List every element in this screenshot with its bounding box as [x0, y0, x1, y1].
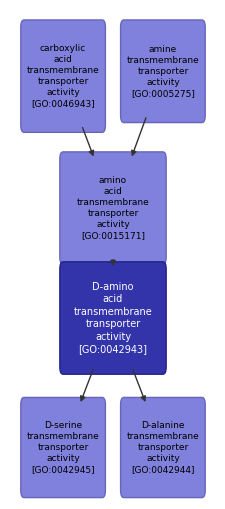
FancyBboxPatch shape: [21, 20, 105, 132]
Text: D-alanine
transmembrane
transporter
activity
[GO:0042944]: D-alanine transmembrane transporter acti…: [126, 421, 198, 474]
FancyBboxPatch shape: [120, 20, 204, 123]
FancyBboxPatch shape: [60, 152, 165, 264]
FancyBboxPatch shape: [21, 398, 105, 498]
Text: amine
transmembrane
transporter
activity
[GO:0005275]: amine transmembrane transporter activity…: [126, 45, 198, 98]
Text: carboxylic
acid
transmembrane
transporter
activity
[GO:0046943]: carboxylic acid transmembrane transporte…: [27, 44, 99, 108]
FancyBboxPatch shape: [120, 398, 204, 498]
Text: D-serine
transmembrane
transporter
activity
[GO:0042945]: D-serine transmembrane transporter activ…: [27, 421, 99, 474]
Text: amino
acid
transmembrane
transporter
activity
[GO:0015171]: amino acid transmembrane transporter act…: [76, 176, 149, 240]
Text: D-amino
acid
transmembrane
transporter
activity
[GO:0042943]: D-amino acid transmembrane transporter a…: [73, 282, 152, 354]
FancyBboxPatch shape: [60, 262, 165, 374]
